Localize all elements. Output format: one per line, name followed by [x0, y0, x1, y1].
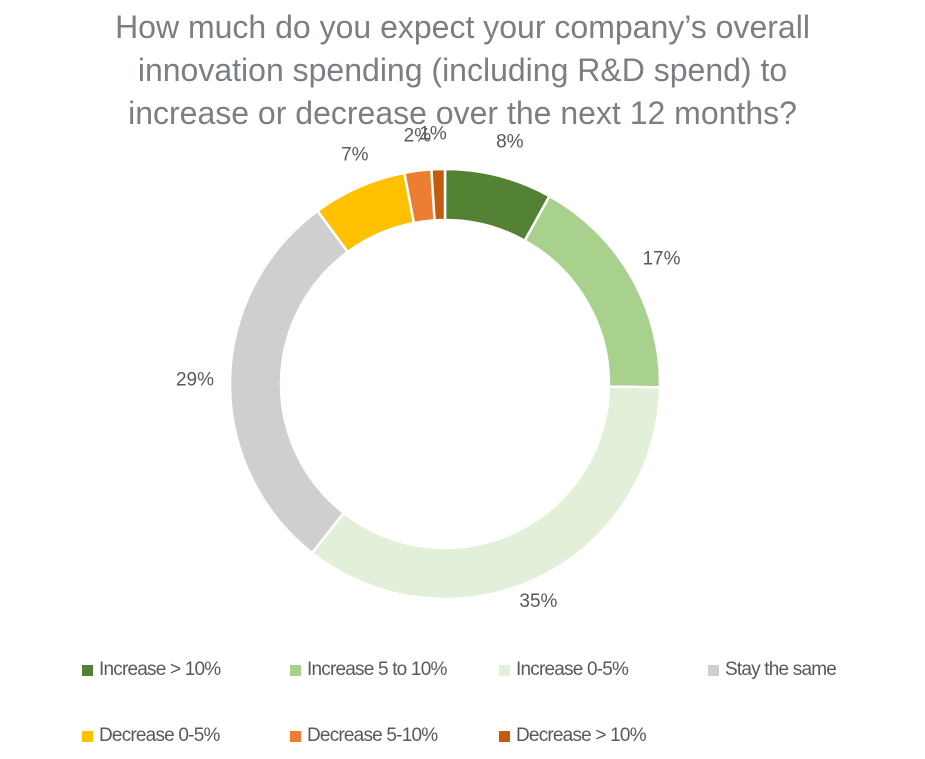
donut-segment-increase-0-5 — [310, 385, 662, 601]
data-label-decrease-5-10: 2% — [404, 126, 432, 147]
legend-swatch — [82, 730, 93, 742]
data-label-decrease-0-5: 7% — [341, 145, 369, 166]
legend-label: Increase 5 to 10% — [307, 659, 447, 680]
data-label-increase-over-10: 8% — [496, 132, 524, 153]
legend-item-increase-5-to-10: Increase 5 to 10% — [290, 659, 447, 681]
legend-label: Increase > 10% — [99, 659, 221, 680]
legend-item-increase-over-10: Increase > 10% — [82, 659, 221, 681]
legend-label: Stay the same — [725, 659, 837, 680]
legend-swatch — [708, 664, 719, 676]
legend-item-decrease-5-10: Decrease 5-10% — [290, 725, 438, 747]
chart-title-line-2: innovation spending (including R&D spend… — [137, 52, 788, 88]
chart-title-line-1: How much do you expect your company’s ov… — [115, 9, 810, 45]
legend-swatch — [290, 664, 301, 676]
legend-item-decrease-over-10: Decrease > 10% — [499, 725, 647, 747]
legend-swatch — [499, 664, 510, 676]
data-label-stay-the-same: 29% — [176, 370, 214, 391]
data-label-decrease-over-10: 1% — [419, 124, 447, 145]
donut-segment-increase-5-to-10 — [523, 194, 662, 389]
chart-title: How much do you expect your company’s ov… — [0, 6, 925, 135]
legend-item-stay-the-same: Stay the same — [708, 659, 837, 681]
legend-item-decrease-0-5: Decrease 0-5% — [82, 725, 220, 747]
donut-chart: 8% 17% 35% 29% 7% 2%1% — [176, 124, 681, 613]
legend-label: Increase 0-5% — [516, 659, 629, 680]
legend-swatch — [290, 730, 301, 742]
legend-label: Decrease 0-5% — [99, 725, 220, 746]
donut-segment-stay-the-same — [228, 209, 350, 555]
legend-item-increase-0-5: Increase 0-5% — [499, 659, 629, 681]
chart-title-line-3: increase or decrease over the next 12 mo… — [128, 95, 797, 131]
data-label-increase-0-5: 35% — [519, 591, 557, 612]
legend-label: Decrease 5-10% — [307, 725, 438, 746]
legend-swatch — [82, 664, 93, 676]
donut-segment-decrease-over-10 — [430, 167, 447, 222]
data-label-increase-5-to-10: 17% — [642, 249, 680, 270]
legend-swatch — [499, 730, 510, 742]
legend-label: Decrease > 10% — [516, 725, 647, 746]
